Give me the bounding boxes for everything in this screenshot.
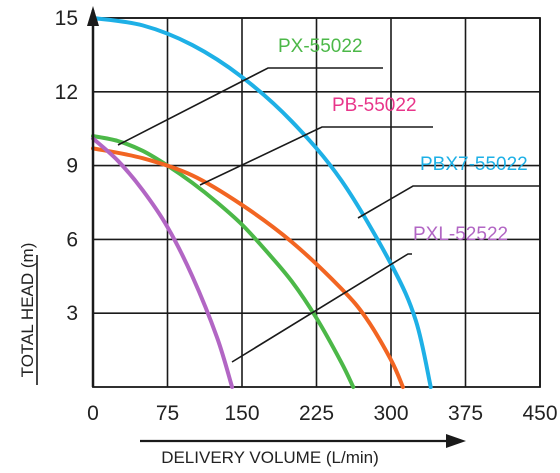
- leader-pb-55022: [199, 126, 433, 186]
- axes: [36, 6, 466, 448]
- x-tick-labels: 0 75 150 225 300 375 450: [87, 402, 557, 425]
- series-label-px-55022: PX-55022: [278, 36, 363, 57]
- x-tick-75: 75: [156, 402, 179, 425]
- y-tick-3: 3: [66, 302, 78, 325]
- y-tick-9: 9: [66, 155, 78, 178]
- x-tick-150: 150: [224, 402, 259, 425]
- grid: [92, 17, 541, 388]
- x-tick-300: 300: [373, 402, 408, 425]
- series-line-pxl-52522: [91, 136, 235, 389]
- y-axis-arrow: [87, 6, 99, 26]
- leader-lines: [117, 67, 540, 363]
- x-tick-225: 225: [299, 402, 334, 425]
- leader-pbx7-55022: [357, 185, 540, 219]
- y-tick-6: 6: [66, 228, 78, 251]
- x-tick-0: 0: [87, 402, 99, 425]
- series-label-pxl-52522: PXL-52522: [413, 224, 508, 245]
- y-tick-12: 12: [55, 81, 78, 104]
- x-axis-title: DELIVERY VOLUME (L/min): [161, 448, 379, 467]
- leader-px-55022: [117, 67, 383, 146]
- series-line-px-55022: [91, 134, 356, 389]
- series-label-pb-55022: PB-55022: [332, 95, 417, 116]
- x-title-arrow-head: [446, 434, 466, 448]
- y-tick-15: 15: [55, 7, 78, 30]
- series-line-pb-55022: [91, 146, 405, 389]
- x-tick-450: 450: [522, 402, 557, 425]
- y-tick-labels: 3 6 9 12 15: [55, 7, 78, 325]
- series-lines: [91, 16, 433, 389]
- series-line-pbx7-55022: [91, 16, 433, 389]
- x-tick-375: 375: [448, 402, 483, 425]
- leader-pxl-52522: [231, 253, 412, 363]
- series-label-pbx7-55022: PBX7-55022: [420, 154, 528, 175]
- y-axis-title: TOTAL HEAD (m): [18, 243, 37, 378]
